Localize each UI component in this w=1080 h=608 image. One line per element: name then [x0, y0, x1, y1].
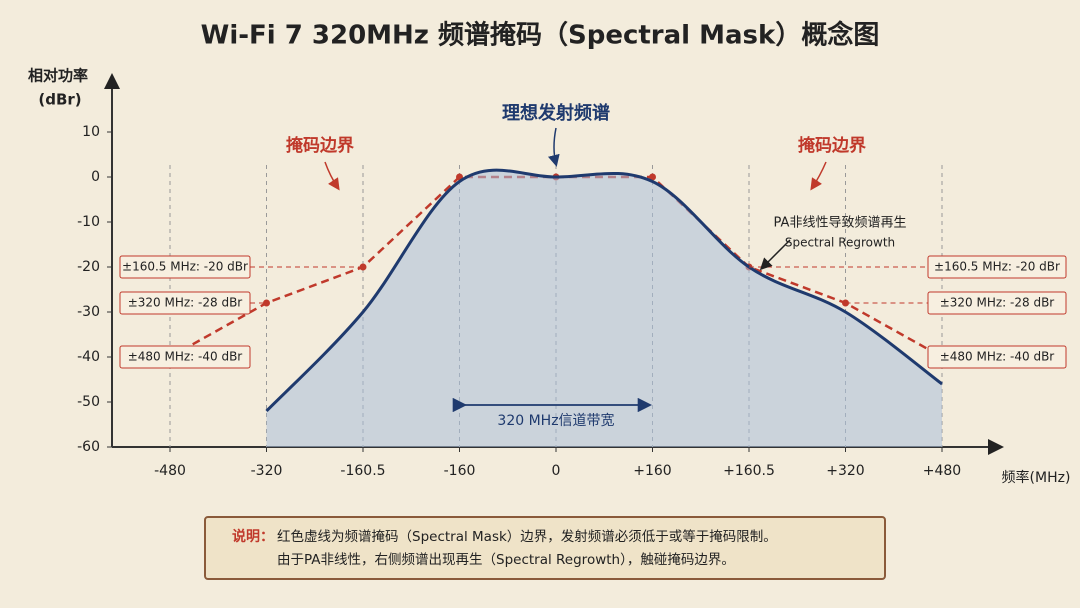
spectrum-line	[265, 168, 943, 413]
chart-title: Wi-Fi 7 320MHz 频谱掩码（Spectral Mask）概念图	[201, 20, 880, 51]
mask-label: ±480 MHz: -40 dBr	[940, 350, 1055, 364]
y-tick-label: -20	[77, 259, 100, 275]
mask-point	[263, 299, 270, 307]
y-tick-label: -60	[77, 439, 100, 455]
mask-label: ±320 MHz: -28 dBr	[128, 296, 243, 310]
mask-label-box	[927, 255, 1067, 279]
note-label: 说明：	[232, 528, 274, 545]
x-tick-label: -480	[154, 463, 186, 479]
mask-label-box	[119, 291, 251, 315]
y-axis-label: 相对功率	[28, 67, 88, 85]
note-box	[204, 516, 886, 580]
mask-arrow	[810, 161, 827, 191]
x-tick-label: +480	[923, 463, 961, 479]
x-tick-label: +320	[826, 463, 864, 479]
mask-annotation: 掩码边界	[798, 135, 866, 156]
x-tick-label: -160.5	[340, 463, 385, 479]
mask-label-box	[927, 345, 1067, 369]
x-tick-label: +160	[633, 463, 671, 479]
mask-label: ±160.5 MHz: -20 dBr	[122, 260, 248, 274]
x-tick-label: -320	[251, 463, 283, 479]
mask-arrow	[324, 161, 340, 191]
x-tick-label: +160.5	[723, 463, 775, 479]
y-tick-label: 0	[91, 169, 100, 185]
bandwidth-label: 320 MHz信道带宽	[497, 412, 614, 429]
y-tick-label: -30	[77, 304, 100, 320]
x-axis-label: 频率(MHz)	[1002, 469, 1071, 486]
y-tick-label: -10	[77, 214, 100, 230]
y-axis-label: (dBr)	[38, 91, 81, 109]
x-tick-label: 0	[552, 463, 561, 479]
regrowth-annotation: Spectral Regrowth	[785, 236, 895, 250]
mask-label: ±320 MHz: -28 dBr	[940, 296, 1055, 310]
spectrum-annotation: 理想发射频谱	[502, 102, 610, 124]
spectrum-arrow	[547, 127, 560, 167]
spectrum-area	[266, 170, 942, 448]
regrowth-annotation: PA非线性导致频谱再生	[774, 216, 907, 231]
note-text: 由于PA非线性，右侧频谱出现再生（Spectral Regrowth），触碰掩码…	[277, 552, 735, 568]
mask-label-box	[119, 255, 251, 279]
mask-label-box	[927, 291, 1067, 315]
mask-point	[649, 173, 656, 181]
mask-label-box	[119, 345, 251, 369]
y-tick-label: 10	[82, 124, 100, 140]
x-tick-label: -160	[444, 463, 476, 479]
y-tick-label: -50	[77, 394, 100, 410]
mask-annotation: 掩码边界	[286, 135, 354, 156]
y-tick-label: -40	[77, 349, 100, 365]
note-text: 红色虚线为频谱掩码（Spectral Mask）边界，发射频谱必须低于或等于掩码…	[277, 528, 777, 545]
regrowth-arrow	[759, 239, 791, 271]
mask-label: ±480 MHz: -40 dBr	[128, 350, 243, 364]
mask-label: ±160.5 MHz: -20 dBr	[934, 260, 1060, 274]
